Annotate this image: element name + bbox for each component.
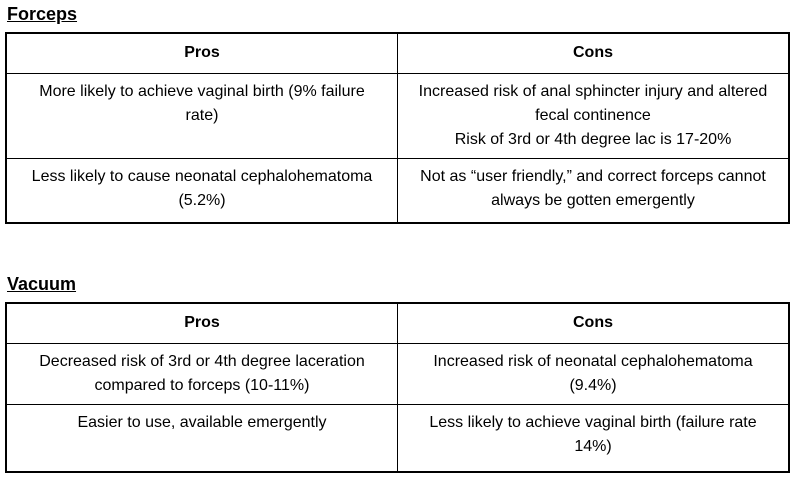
vacuum-section: Vacuum Pros Cons Decreased risk of 3rd o…	[5, 274, 800, 473]
vacuum-title: Vacuum	[7, 274, 77, 294]
table-row: Decreased risk of 3rd or 4th degree lace…	[5, 342, 790, 405]
vacuum-header-row: Pros Cons	[5, 302, 790, 344]
forceps-section: Forceps Pros Cons More likely to achieve…	[5, 4, 800, 224]
forceps-cons-header: Cons	[397, 32, 790, 74]
vacuum-pros-header: Pros	[5, 302, 398, 344]
forceps-pros-header: Pros	[5, 32, 398, 74]
forceps-cons-cell-2: Not as “user friendly,” and correct forc…	[397, 157, 790, 224]
vacuum-cons-header: Cons	[397, 302, 790, 344]
vacuum-pros-cell-2: Easier to use, available emergently	[5, 403, 398, 473]
forceps-pros-cell-1: More likely to achieve vaginal birth (9%…	[5, 72, 398, 159]
table-row: Less likely to cause neonatal cephalohem…	[5, 157, 790, 224]
forceps-pros-cell-2: Less likely to cause neonatal cephalohem…	[5, 157, 398, 224]
forceps-cons-cell-1: Increased risk of anal sphincter injury …	[397, 72, 790, 159]
table-row: Easier to use, available emergently Less…	[5, 403, 790, 473]
vacuum-cons-cell-1: Increased risk of neonatal cephalohemato…	[397, 342, 790, 405]
forceps-header-row: Pros Cons	[5, 32, 790, 74]
vacuum-table: Pros Cons Decreased risk of 3rd or 4th d…	[5, 302, 790, 473]
vacuum-cons-cell-2: Less likely to achieve vaginal birth (fa…	[397, 403, 790, 473]
table-row: More likely to achieve vaginal birth (9%…	[5, 72, 790, 159]
forceps-title: Forceps	[7, 4, 78, 24]
vacuum-pros-cell-1: Decreased risk of 3rd or 4th degree lace…	[5, 342, 398, 405]
forceps-table: Pros Cons More likely to achieve vaginal…	[5, 32, 790, 224]
